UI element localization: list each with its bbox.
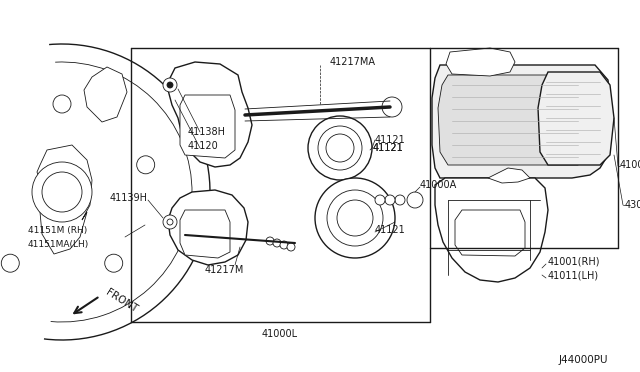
Circle shape [167,219,173,225]
Circle shape [382,97,402,117]
Text: 41138H: 41138H [188,127,226,137]
Polygon shape [432,65,612,178]
Circle shape [105,254,123,272]
Circle shape [315,178,395,258]
Circle shape [280,241,288,249]
Text: J44000PU: J44000PU [559,355,608,365]
Polygon shape [455,210,525,256]
Circle shape [395,195,405,205]
Text: FRONT: FRONT [104,287,140,314]
Text: 41121: 41121 [375,135,406,145]
Text: 41121: 41121 [373,143,404,153]
Circle shape [266,237,274,245]
Polygon shape [84,67,127,122]
Text: 430B0K: 430B0K [625,200,640,210]
Text: 41151M (RH): 41151M (RH) [28,225,87,234]
Text: 41000A: 41000A [420,180,457,190]
Polygon shape [438,75,595,165]
Polygon shape [435,178,548,282]
Polygon shape [538,72,614,165]
Polygon shape [488,168,530,183]
Text: 41139H: 41139H [110,193,148,203]
Circle shape [385,195,395,205]
Circle shape [308,116,372,180]
Polygon shape [180,210,230,258]
Circle shape [1,254,19,272]
Circle shape [32,162,92,222]
Text: 41121: 41121 [375,225,406,235]
Circle shape [318,126,362,170]
Text: 41000K: 41000K [620,160,640,170]
Circle shape [167,82,173,88]
Circle shape [407,192,423,208]
Circle shape [163,78,177,92]
Text: 41000L: 41000L [262,329,298,339]
Text: 41151MA(LH): 41151MA(LH) [28,240,89,248]
Text: 41001(RH): 41001(RH) [548,257,600,267]
Polygon shape [446,48,515,76]
Circle shape [326,134,354,162]
Circle shape [327,190,383,246]
Circle shape [53,95,71,113]
Text: 41011(LH): 41011(LH) [548,271,599,281]
Text: 41120: 41120 [188,141,219,151]
Circle shape [337,200,373,236]
Circle shape [375,195,385,205]
Text: 41121: 41121 [373,143,404,153]
Circle shape [137,156,155,174]
Circle shape [163,215,177,229]
Circle shape [42,172,82,212]
Polygon shape [168,190,248,265]
Polygon shape [37,145,92,254]
Circle shape [273,239,281,247]
Polygon shape [168,62,252,167]
Text: 41217MA: 41217MA [330,57,376,67]
Polygon shape [180,95,235,158]
Circle shape [287,243,295,251]
Text: 41217M: 41217M [205,265,244,275]
